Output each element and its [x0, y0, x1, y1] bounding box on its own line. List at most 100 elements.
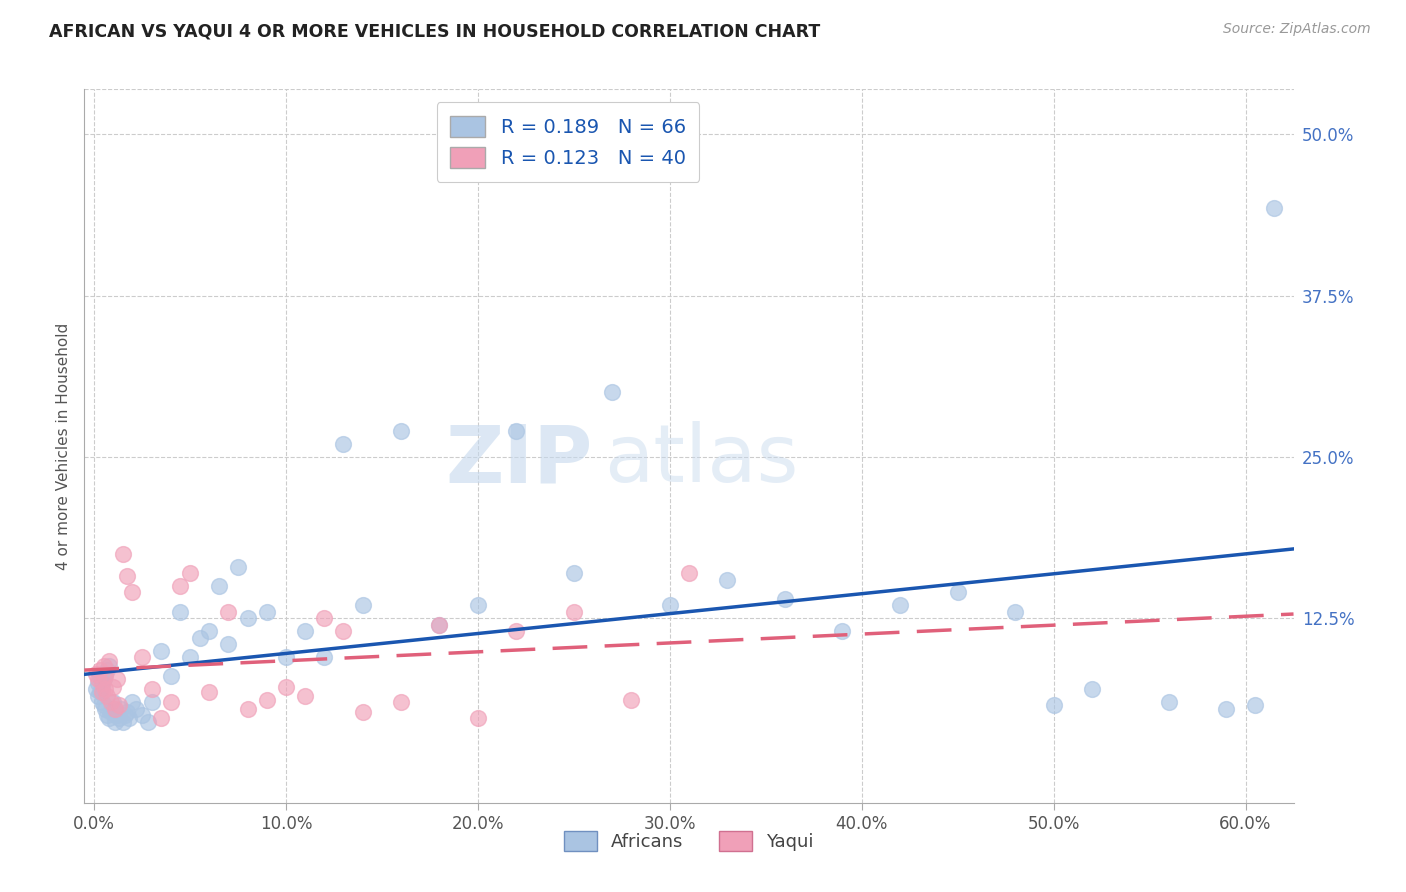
Point	[256, 605, 278, 619]
Point	[90, 685, 112, 699]
Point	[159, 669, 181, 683]
Point	[236, 611, 259, 625]
Point	[332, 624, 354, 639]
Text: Source: ZipAtlas.com: Source: ZipAtlas.com	[1223, 22, 1371, 37]
Point	[198, 624, 221, 639]
Point	[89, 669, 111, 683]
Point	[96, 708, 118, 723]
Point	[429, 617, 451, 632]
Point	[104, 714, 127, 729]
Point	[87, 689, 110, 703]
Point	[658, 599, 681, 613]
Point	[600, 385, 623, 400]
Point	[98, 659, 121, 673]
Legend: Africans, Yaqui: Africans, Yaqui	[557, 823, 821, 858]
Point	[90, 680, 112, 694]
Point	[256, 692, 278, 706]
Point	[159, 695, 181, 709]
Point	[90, 675, 112, 690]
Point	[125, 701, 148, 715]
Point	[121, 585, 143, 599]
Point	[84, 666, 107, 681]
Point	[101, 680, 124, 694]
Point	[217, 605, 239, 619]
Point	[946, 585, 969, 599]
Point	[889, 599, 911, 613]
Point	[90, 695, 112, 709]
Point	[115, 706, 138, 720]
Point	[314, 650, 336, 665]
Point	[1004, 605, 1026, 619]
Point	[101, 701, 124, 715]
Point	[198, 685, 221, 699]
Point	[94, 701, 117, 715]
Point	[94, 682, 117, 697]
Point	[505, 424, 527, 438]
Point	[831, 624, 853, 639]
Point	[131, 650, 153, 665]
Point	[141, 695, 163, 709]
Y-axis label: 4 or more Vehicles in Household: 4 or more Vehicles in Household	[56, 322, 72, 570]
Point	[104, 701, 127, 715]
Point	[226, 559, 249, 574]
Point	[89, 663, 111, 677]
Point	[94, 666, 117, 681]
Point	[620, 692, 643, 706]
Point	[121, 695, 143, 709]
Point	[89, 685, 111, 699]
Point	[111, 547, 134, 561]
Point	[100, 706, 122, 720]
Point	[1215, 701, 1237, 715]
Point	[105, 708, 128, 723]
Point	[136, 714, 159, 729]
Point	[93, 659, 115, 673]
Text: AFRICAN VS YAQUI 4 OR MORE VEHICLES IN HOUSEHOLD CORRELATION CHART: AFRICAN VS YAQUI 4 OR MORE VEHICLES IN H…	[49, 22, 821, 40]
Point	[111, 714, 134, 729]
Point	[114, 708, 136, 723]
Point	[1081, 682, 1104, 697]
Point	[101, 695, 124, 709]
Point	[188, 631, 211, 645]
Point	[98, 654, 121, 668]
Point	[110, 701, 132, 715]
Point	[1244, 698, 1267, 712]
Point	[96, 689, 118, 703]
Point	[131, 708, 153, 723]
Text: atlas: atlas	[605, 421, 799, 500]
Point	[93, 672, 115, 686]
Point	[100, 695, 122, 709]
Point	[84, 682, 107, 697]
Point	[332, 437, 354, 451]
Point	[141, 682, 163, 697]
Point	[505, 624, 527, 639]
Point	[96, 663, 118, 677]
Point	[179, 566, 201, 580]
Point	[108, 711, 131, 725]
Point	[1042, 698, 1064, 712]
Point	[1263, 201, 1285, 215]
Point	[389, 695, 412, 709]
Point	[274, 650, 297, 665]
Point	[87, 675, 110, 690]
Point	[179, 650, 201, 665]
Point	[105, 672, 128, 686]
Point	[93, 698, 115, 712]
Point	[294, 689, 316, 703]
Point	[150, 643, 173, 657]
Point	[208, 579, 231, 593]
Point	[467, 599, 489, 613]
Point	[678, 566, 700, 580]
Point	[169, 579, 191, 593]
Point	[236, 701, 259, 715]
Point	[716, 573, 738, 587]
Point	[352, 706, 374, 720]
Point	[115, 568, 138, 582]
Point	[87, 672, 110, 686]
Point	[429, 617, 451, 632]
Point	[467, 711, 489, 725]
Point	[562, 566, 585, 580]
Point	[169, 605, 191, 619]
Point	[94, 669, 117, 683]
Point	[217, 637, 239, 651]
Point	[352, 599, 374, 613]
